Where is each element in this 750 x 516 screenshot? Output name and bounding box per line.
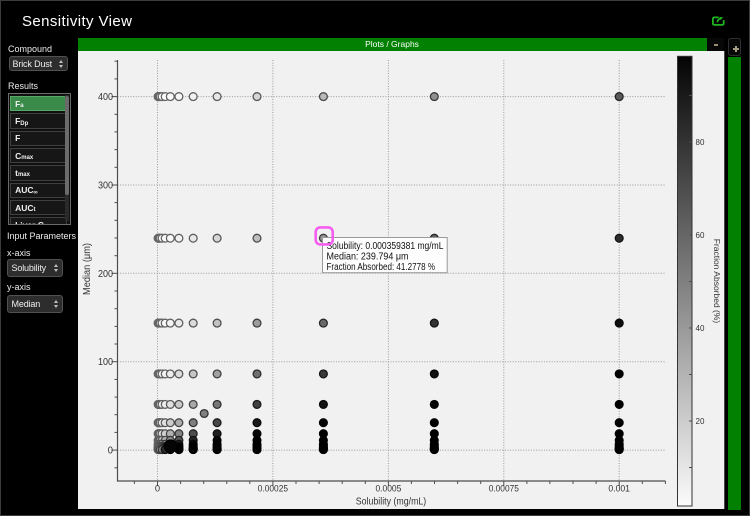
svg-text:Fraction Absorbed (%): Fraction Absorbed (%) <box>712 239 722 324</box>
svg-text:200: 200 <box>98 269 113 280</box>
svg-text:Median (μm): Median (μm) <box>82 243 93 295</box>
svg-text:0.001: 0.001 <box>608 484 630 495</box>
svg-text:0: 0 <box>108 446 114 457</box>
svg-text:20: 20 <box>696 417 705 426</box>
svg-text:400: 400 <box>98 92 113 103</box>
svg-text:Fraction Absorbed: 41.2778 %: Fraction Absorbed: 41.2778 % <box>327 262 436 273</box>
svg-text:Solubility (mg/mL): Solubility (mg/mL) <box>356 497 427 508</box>
svg-text:100: 100 <box>98 357 113 368</box>
svg-text:300: 300 <box>98 181 113 192</box>
svg-text:40: 40 <box>696 324 705 333</box>
svg-text:0.00075: 0.00075 <box>489 484 519 495</box>
svg-text:80: 80 <box>696 138 705 147</box>
svg-text:Solubility: 0.000359381 mg/mL: Solubility: 0.000359381 mg/mL <box>327 241 444 252</box>
svg-text:0.0005: 0.0005 <box>375 484 401 495</box>
svg-text:Median: 239.794 μm: Median: 239.794 μm <box>327 252 409 263</box>
svg-text:0.00025: 0.00025 <box>258 484 288 495</box>
svg-text:0: 0 <box>155 484 160 495</box>
svg-text:60: 60 <box>696 231 705 240</box>
